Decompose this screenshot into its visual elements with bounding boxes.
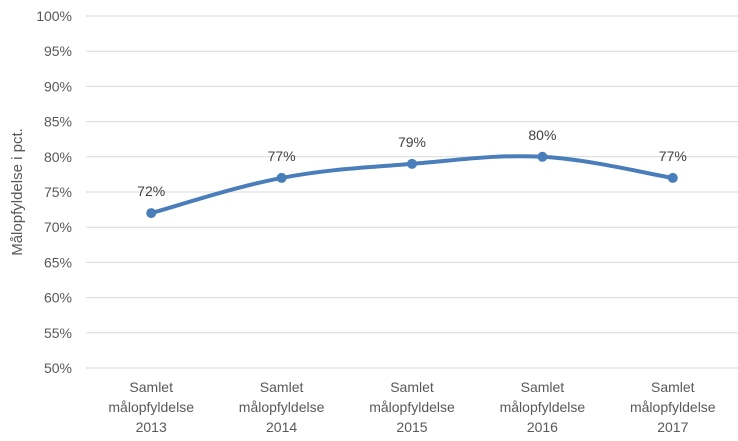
y-tick-label: 55% xyxy=(44,325,72,341)
data-point xyxy=(667,172,678,183)
y-tick-label: 65% xyxy=(44,254,72,270)
y-axis-label: Målopfyldelse i pct. xyxy=(9,128,26,256)
x-tick-label: Samlet målopfyldelse 2014 xyxy=(239,379,325,435)
y-tick-label: 85% xyxy=(44,114,72,130)
data-label: 80% xyxy=(528,127,556,143)
data-label: 72% xyxy=(137,183,165,199)
gridlines xyxy=(86,15,738,369)
y-tick-label: 75% xyxy=(44,184,72,200)
data-label: 79% xyxy=(398,134,426,150)
data-point xyxy=(407,158,417,169)
data-point xyxy=(276,172,287,183)
data-point xyxy=(537,151,548,162)
y-tick-label: 100% xyxy=(36,8,72,24)
y-tick-label: 50% xyxy=(44,360,72,376)
x-tick-label: Samlet målopfyldelse 2015 xyxy=(369,379,455,435)
data-label: 77% xyxy=(268,148,296,164)
x-tick-label: Samlet målopfyldelse 2017 xyxy=(630,379,716,435)
data-points xyxy=(146,151,678,219)
x-tick-label: Samlet målopfyldelse 2013 xyxy=(108,379,194,435)
y-axis-ticks: 50% 55% 60% 65% 70% 75% 80% 85% 90% 95% 100% xyxy=(36,8,72,376)
data-label: 77% xyxy=(659,148,687,164)
data-labels: 72% 77% 79% 80% 77% xyxy=(137,127,687,199)
y-tick-label: 95% xyxy=(44,43,72,59)
x-axis-ticks: Samlet målopfyldelse 2013 Samlet målopfyldel… xyxy=(108,379,715,435)
x-tick-label: Samlet målopfyldelse 2016 xyxy=(500,379,586,435)
y-tick-label: 70% xyxy=(44,219,72,235)
data-point xyxy=(146,208,157,219)
y-tick-label: 80% xyxy=(44,149,72,165)
y-tick-label: 60% xyxy=(44,290,72,306)
y-tick-label: 90% xyxy=(44,78,72,94)
